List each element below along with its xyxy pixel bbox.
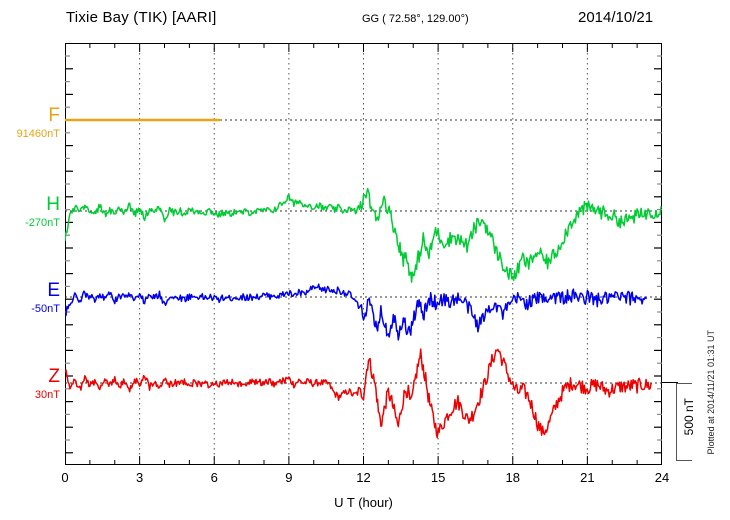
component-value-e: -50nT (31, 303, 60, 315)
component-letter-z: Z (48, 366, 60, 387)
x-tick-label-15: 15 (430, 470, 446, 485)
x-tick-label-21: 21 (580, 470, 595, 485)
magnetogram-plot (65, 43, 662, 465)
component-letter-h: H (46, 194, 60, 215)
component-value-h: -270nT (25, 217, 60, 229)
x-tick-label-6: 6 (210, 470, 218, 485)
scale-bar (676, 383, 692, 461)
x-tick-label-9: 9 (285, 470, 293, 485)
component-value-f: 91460nT (16, 128, 60, 140)
x-tick-label-12: 12 (356, 470, 371, 485)
x-tick-label-0: 0 (61, 470, 69, 485)
component-value-z: 30nT (34, 389, 60, 401)
component-letter-e: E (47, 280, 60, 301)
station-title: Tixie Bay (TIK) [AARI] (66, 9, 217, 26)
x-tick-label-18: 18 (505, 470, 520, 485)
scale-bar-label: 500 nT (682, 398, 696, 436)
geographic-coordinates: GG ( 72.58°, 129.00°) (362, 13, 469, 25)
scale-baseline-tick (662, 382, 678, 383)
plot-timestamp: Plotted at 2014/11/21 01:31 UT (706, 330, 716, 455)
x-tick-label-24: 24 (654, 470, 670, 485)
component-letter-f: F (48, 105, 60, 126)
observation-date: 2014/10/21 (578, 9, 654, 26)
x-axis-title: U T (hour) (334, 495, 393, 510)
x-tick-label-3: 3 (136, 470, 144, 485)
